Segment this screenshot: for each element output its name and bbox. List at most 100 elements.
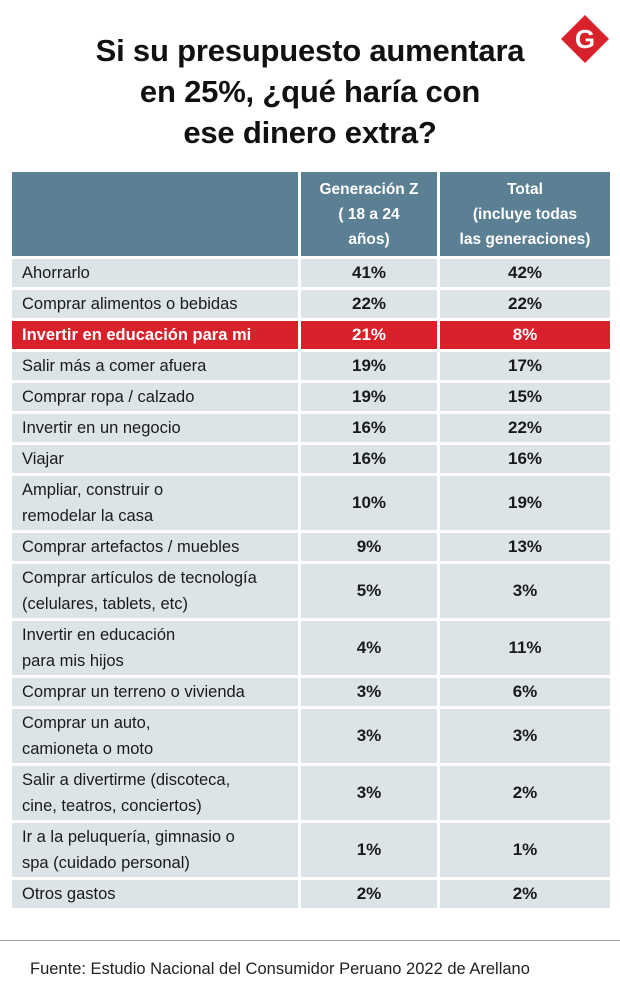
total-value: 1% <box>440 823 610 877</box>
genz-value: 3% <box>301 678 437 706</box>
row-label-text: Comprar un terreno o vivienda <box>22 679 245 705</box>
table-row: Salir más a comer afuera 19% 17% <box>12 352 610 380</box>
row-label-line: cine, teatros, conciertos) <box>22 797 202 815</box>
row-label-line: Comprar alimentos o bebidas <box>22 295 238 313</box>
genz-value: 22% <box>301 290 437 318</box>
row-label: Comprar un auto, camioneta o moto <box>12 709 298 763</box>
genz-value: 5% <box>301 564 437 618</box>
row-label-line: Ir a la peluquería, gimnasio o <box>22 828 235 846</box>
total-value: 16% <box>440 445 610 473</box>
row-label-line: Salir más a comer afuera <box>22 357 207 375</box>
results-table: Generación Z ( 18 a 24 años) Total (incl… <box>12 172 610 911</box>
row-label: Comprar alimentos o bebidas <box>12 290 298 318</box>
row-label-text: Invertir en educación para mis hijos <box>22 622 175 674</box>
genz-value: 41% <box>301 259 437 287</box>
row-label-line: Ampliar, construir o <box>22 481 164 499</box>
header-label-cell <box>12 172 298 256</box>
genz-value: 9% <box>301 533 437 561</box>
table-row: Comprar artículos de tecnología (celulare… <box>12 564 610 618</box>
row-label-line: Invertir en un negocio <box>22 419 181 437</box>
row-label-line: Invertir en educación para mi <box>22 326 252 344</box>
genz-value: 3% <box>301 709 437 763</box>
title-line-2: en 25%, ¿qué haría con <box>139 74 481 109</box>
genz-value: 16% <box>301 414 437 442</box>
header-total-line: las generaciones) <box>459 230 591 248</box>
row-label-line: Invertir en educación <box>22 626 176 644</box>
header-total: Total (incluye todas las generaciones) <box>440 172 610 256</box>
row-label-line: Comprar artefactos / muebles <box>22 538 240 556</box>
total-value: 15% <box>440 383 610 411</box>
table-row: Ampliar, construir o remodelar la casa 10%… <box>12 476 610 530</box>
total-value: 6% <box>440 678 610 706</box>
row-label-line: Comprar artículos de tecnología <box>22 569 257 587</box>
header-genz-line: Generación Z <box>319 180 419 198</box>
row-label: Comprar un terreno o vivienda <box>12 678 298 706</box>
row-label-text: Invertir en educación para mi <box>22 322 251 348</box>
table-row: Ir a la peluquería, gimnasio o spa (cuida… <box>12 823 610 877</box>
table-row: Comprar alimentos o bebidas 22% 22% <box>12 290 610 318</box>
row-label: Salir más a comer afuera <box>12 352 298 380</box>
row-label: Comprar artefactos / muebles <box>12 533 298 561</box>
genz-value: 2% <box>301 880 437 908</box>
genz-value: 16% <box>301 445 437 473</box>
table-header: Generación Z ( 18 a 24 años) Total (incl… <box>12 172 610 256</box>
chart-title: Si su presupuesto aumentara en 25%, ¿qué… <box>40 30 580 153</box>
title-line-1: Si su presupuesto aumentara <box>95 33 525 68</box>
source-note: Fuente: Estudio Nacional del Consumidor … <box>30 960 530 978</box>
row-label-text: Viajar <box>22 446 64 472</box>
row-label-text: Invertir en un negocio <box>22 415 181 441</box>
total-value: 3% <box>440 709 610 763</box>
row-label-text: Ir a la peluquería, gimnasio o spa (cuida… <box>22 824 235 876</box>
table-row: Comprar un auto, camioneta o moto 3% 3% <box>12 709 610 763</box>
row-label-text: Comprar ropa / calzado <box>22 384 194 410</box>
table-body: Ahorrarlo 41% 42% Comprar alimentos o bebid… <box>12 259 610 908</box>
gestion-logo-icon: G <box>561 15 609 63</box>
footer-divider <box>0 940 620 941</box>
row-label-text: Salir más a comer afuera <box>22 353 206 379</box>
row-label-line: Otros gastos <box>22 885 116 903</box>
total-value: 19% <box>440 476 610 530</box>
row-label-line: camioneta o moto <box>22 740 154 758</box>
total-value: 17% <box>440 352 610 380</box>
row-label-line: Salir a divertirme (discoteca, <box>22 771 231 789</box>
row-label: Salir a divertirme (discoteca, cine, teat… <box>12 766 298 820</box>
row-label-line: Comprar ropa / calzado <box>22 388 195 406</box>
row-label: Invertir en educación para mis hijos <box>12 621 298 675</box>
total-value: 2% <box>440 766 610 820</box>
genz-value: 21% <box>301 321 437 349</box>
header-genz: Generación Z ( 18 a 24 años) <box>301 172 437 256</box>
row-label: Invertir en un negocio <box>12 414 298 442</box>
total-value: 8% <box>440 321 610 349</box>
genz-value: 19% <box>301 383 437 411</box>
table-row: Invertir en educación para mis hijos 4% 11% <box>12 621 610 675</box>
total-value: 13% <box>440 533 610 561</box>
table-row: Otros gastos 2% 2% <box>12 880 610 908</box>
row-label-text: Otros gastos <box>22 881 116 907</box>
logo-diamond <box>561 15 609 63</box>
row-label-line: Comprar un terreno o vivienda <box>22 683 245 701</box>
row-label: Ampliar, construir o remodelar la casa <box>12 476 298 530</box>
table-row-highlighted: Invertir en educación para mi 21% 8% <box>12 321 610 349</box>
total-value: 42% <box>440 259 610 287</box>
row-label-text: Salir a divertirme (discoteca, cine, teat… <box>22 767 230 819</box>
row-label-text: Comprar artefactos / muebles <box>22 534 239 560</box>
row-label-line: Viajar <box>22 450 64 468</box>
table-row: Comprar un terreno o vivienda 3% 6% <box>12 678 610 706</box>
row-label-line: (celulares, tablets, etc) <box>22 595 188 613</box>
row-label-line: para mis hijos <box>22 652 124 670</box>
header-total-line: (incluye todas <box>472 205 578 223</box>
total-value: 3% <box>440 564 610 618</box>
genz-value: 4% <box>301 621 437 675</box>
header-genz-line: años) <box>348 230 390 248</box>
row-label-text: Ahorrarlo <box>22 260 90 286</box>
total-value: 2% <box>440 880 610 908</box>
genz-value: 3% <box>301 766 437 820</box>
total-value: 22% <box>440 290 610 318</box>
table-row: Viajar 16% 16% <box>12 445 610 473</box>
table-row: Salir a divertirme (discoteca, cine, teat… <box>12 766 610 820</box>
table-row: Comprar ropa / calzado 19% 15% <box>12 383 610 411</box>
logo-letter: G <box>575 24 595 54</box>
genz-value: 1% <box>301 823 437 877</box>
header-total-line: Total <box>507 180 543 198</box>
row-label-text: Comprar un auto, camioneta o moto <box>22 710 153 762</box>
